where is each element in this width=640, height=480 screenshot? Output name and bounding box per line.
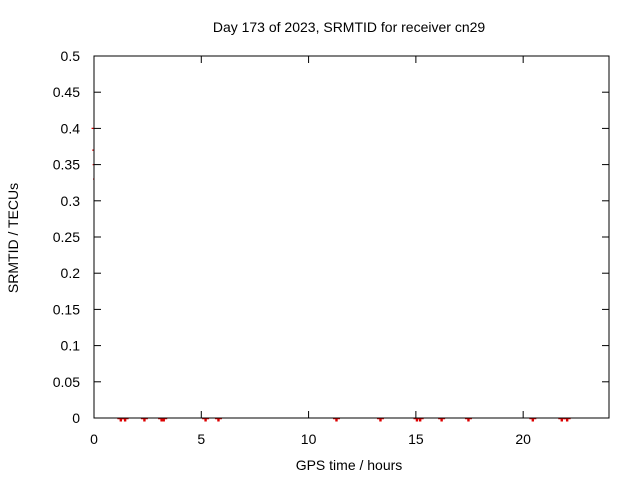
x-tick-label: 20: [515, 431, 531, 447]
y-tick-label: 0.4: [61, 120, 81, 136]
y-tick-label: 0.1: [61, 338, 81, 354]
y-tick-label: 0.05: [53, 374, 80, 390]
y-tick-label: 0.3: [61, 193, 81, 209]
plot-frame: [93, 55, 610, 419]
y-axis-title: SRMTID / TECUs: [5, 183, 21, 293]
y-tick-label: 0.15: [53, 301, 80, 317]
x-axis-title: GPS time / hours: [296, 457, 403, 473]
y-tick-label: 0.5: [61, 48, 81, 64]
y-tick-label: 0.45: [53, 84, 80, 100]
x-tick-label: 5: [197, 431, 205, 447]
y-tick-label: 0: [72, 410, 80, 426]
y-tick-label: 0.2: [61, 265, 81, 281]
x-tick-label: 0: [90, 431, 98, 447]
chart-title: Day 173 of 2023, SRMTID for receiver cn2…: [213, 19, 486, 35]
x-tick-label: 10: [301, 431, 317, 447]
y-tick-label: 0.35: [53, 157, 80, 173]
axes: 0 5 10 15 20 0 0.05 0.1 0.15 0.2 0.25 0.3 0.35 0.4 0.4…: [53, 48, 610, 447]
x-tick-label: 15: [408, 431, 424, 447]
y-tick-label: 0.25: [53, 229, 80, 245]
